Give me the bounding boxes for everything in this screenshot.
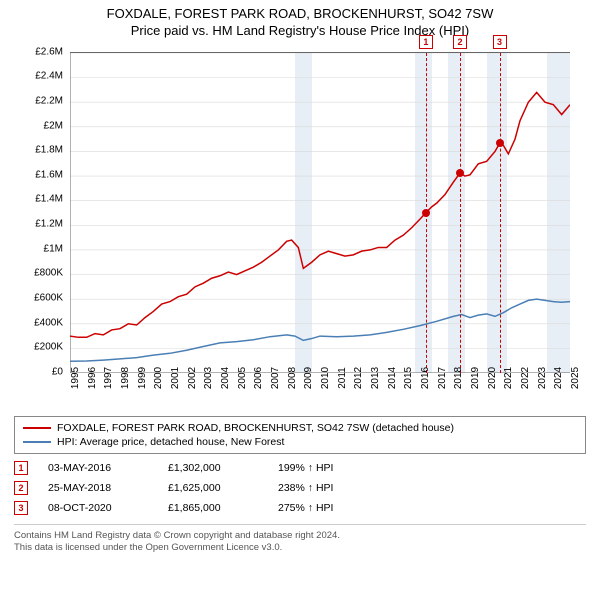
y-tick-label: £1.6M <box>35 169 63 180</box>
y-tick-label: £2.6M <box>35 46 63 57</box>
x-tick-label: 2024 <box>553 367 564 389</box>
x-tick-label: 2004 <box>220 367 231 389</box>
x-tick-label: 2011 <box>337 367 348 389</box>
x-tick-label: 1999 <box>137 367 148 389</box>
sale-date: 03-MAY-2016 <box>48 462 148 474</box>
title-block: FOXDALE, FOREST PARK ROAD, BROCKENHURST,… <box>0 0 600 42</box>
y-axis-labels: £0£200K£400K£600K£800K£1M£1.2M£1.4M£1.6M… <box>20 52 65 372</box>
x-tick-label: 2025 <box>570 367 581 389</box>
price-point <box>422 209 430 217</box>
x-tick-label: 2010 <box>320 367 331 389</box>
y-tick-label: £2.2M <box>35 96 63 107</box>
y-tick-label: £600K <box>34 292 63 303</box>
sale-vline <box>460 53 461 373</box>
sale-price: £1,625,000 <box>168 482 258 494</box>
footer-line-1: Contains HM Land Registry data © Crown c… <box>14 530 586 542</box>
series-price_paid <box>70 92 570 337</box>
price-point <box>496 139 504 147</box>
legend-label-1: HPI: Average price, detached house, New … <box>57 436 284 448</box>
sale-pct: 238% ↑ HPI <box>278 482 398 494</box>
sale-price: £1,865,000 <box>168 502 258 514</box>
x-tick-label: 2014 <box>387 367 398 389</box>
footer-line-2: This data is licensed under the Open Gov… <box>14 542 586 554</box>
sale-row: 1 03-MAY-2016 £1,302,000 199% ↑ HPI <box>14 458 586 478</box>
sale-date: 25-MAY-2018 <box>48 482 148 494</box>
y-tick-label: £0 <box>52 366 63 377</box>
sale-marker-3: 3 <box>14 501 28 515</box>
sales-block: 1 03-MAY-2016 £1,302,000 199% ↑ HPI 2 25… <box>14 458 586 518</box>
x-tick-label: 2015 <box>403 367 414 389</box>
y-tick-label: £1M <box>44 243 63 254</box>
sale-marker-3: 3 <box>493 35 507 49</box>
x-tick-label: 1997 <box>103 367 114 389</box>
footer: Contains HM Land Registry data © Crown c… <box>14 524 586 560</box>
sale-marker-2: 2 <box>14 481 28 495</box>
x-tick-label: 2020 <box>487 367 498 389</box>
series-hpi <box>70 299 570 361</box>
y-tick-label: £2.4M <box>35 71 63 82</box>
sale-marker-1: 1 <box>419 35 433 49</box>
plot-svg <box>70 53 570 373</box>
x-tick-label: 2000 <box>153 367 164 389</box>
x-tick-label: 1998 <box>120 367 131 389</box>
y-tick-label: £400K <box>34 317 63 328</box>
x-tick-label: 2005 <box>237 367 248 389</box>
sale-pct: 199% ↑ HPI <box>278 462 398 474</box>
sale-price: £1,302,000 <box>168 462 258 474</box>
sale-date: 08-OCT-2020 <box>48 502 148 514</box>
x-tick-label: 2016 <box>420 367 431 389</box>
sale-row: 3 08-OCT-2020 £1,865,000 275% ↑ HPI <box>14 498 586 518</box>
y-tick-label: £200K <box>34 342 63 353</box>
price-point <box>456 169 464 177</box>
x-tick-label: 2009 <box>303 367 314 389</box>
sale-marker-1: 1 <box>14 461 28 475</box>
x-tick-label: 2018 <box>453 367 464 389</box>
legend-swatch-1 <box>23 441 51 443</box>
chart-container: FOXDALE, FOREST PARK ROAD, BROCKENHURST,… <box>0 0 600 559</box>
x-tick-label: 2008 <box>287 367 298 389</box>
y-tick-label: £1.4M <box>35 194 63 205</box>
x-tick-label: 1996 <box>87 367 98 389</box>
y-tick-label: £2M <box>44 120 63 131</box>
y-tick-label: £1.8M <box>35 145 63 156</box>
x-tick-label: 2003 <box>203 367 214 389</box>
x-tick-label: 2023 <box>537 367 548 389</box>
sale-marker-2: 2 <box>453 35 467 49</box>
legend-row: FOXDALE, FOREST PARK ROAD, BROCKENHURST,… <box>23 421 577 435</box>
x-tick-label: 2021 <box>503 367 514 389</box>
x-tick-label: 2002 <box>187 367 198 389</box>
y-tick-label: £800K <box>34 268 63 279</box>
sale-row: 2 25-MAY-2018 £1,625,000 238% ↑ HPI <box>14 478 586 498</box>
x-tick-label: 2013 <box>370 367 381 389</box>
legend-box: FOXDALE, FOREST PARK ROAD, BROCKENHURST,… <box>14 416 586 454</box>
x-tick-label: 2001 <box>170 367 181 389</box>
sale-vline <box>500 53 501 373</box>
title-line-1: FOXDALE, FOREST PARK ROAD, BROCKENHURST,… <box>0 6 600 23</box>
y-tick-label: £1.2M <box>35 219 63 230</box>
legend-label-0: FOXDALE, FOREST PARK ROAD, BROCKENHURST,… <box>57 422 454 434</box>
x-tick-label: 2012 <box>353 367 364 389</box>
x-tick-label: 2019 <box>470 367 481 389</box>
x-tick-label: 1995 <box>70 367 81 389</box>
x-axis-labels: 1995199619971998199920002001200220032004… <box>70 374 570 414</box>
legend-swatch-0 <box>23 427 51 429</box>
x-tick-label: 2007 <box>270 367 281 389</box>
plot-region: 123 <box>70 52 570 372</box>
chart-area: £0 £200K £400K £600K £800K £1M £1.2M £1.4M £1.6M… <box>20 42 580 412</box>
legend-row: HPI: Average price, detached house, New … <box>23 435 577 449</box>
title-line-2: Price paid vs. HM Land Registry's House … <box>0 23 600 40</box>
x-tick-label: 2017 <box>437 367 448 389</box>
sale-pct: 275% ↑ HPI <box>278 502 398 514</box>
x-tick-label: 2006 <box>253 367 264 389</box>
x-tick-label: 2022 <box>520 367 531 389</box>
